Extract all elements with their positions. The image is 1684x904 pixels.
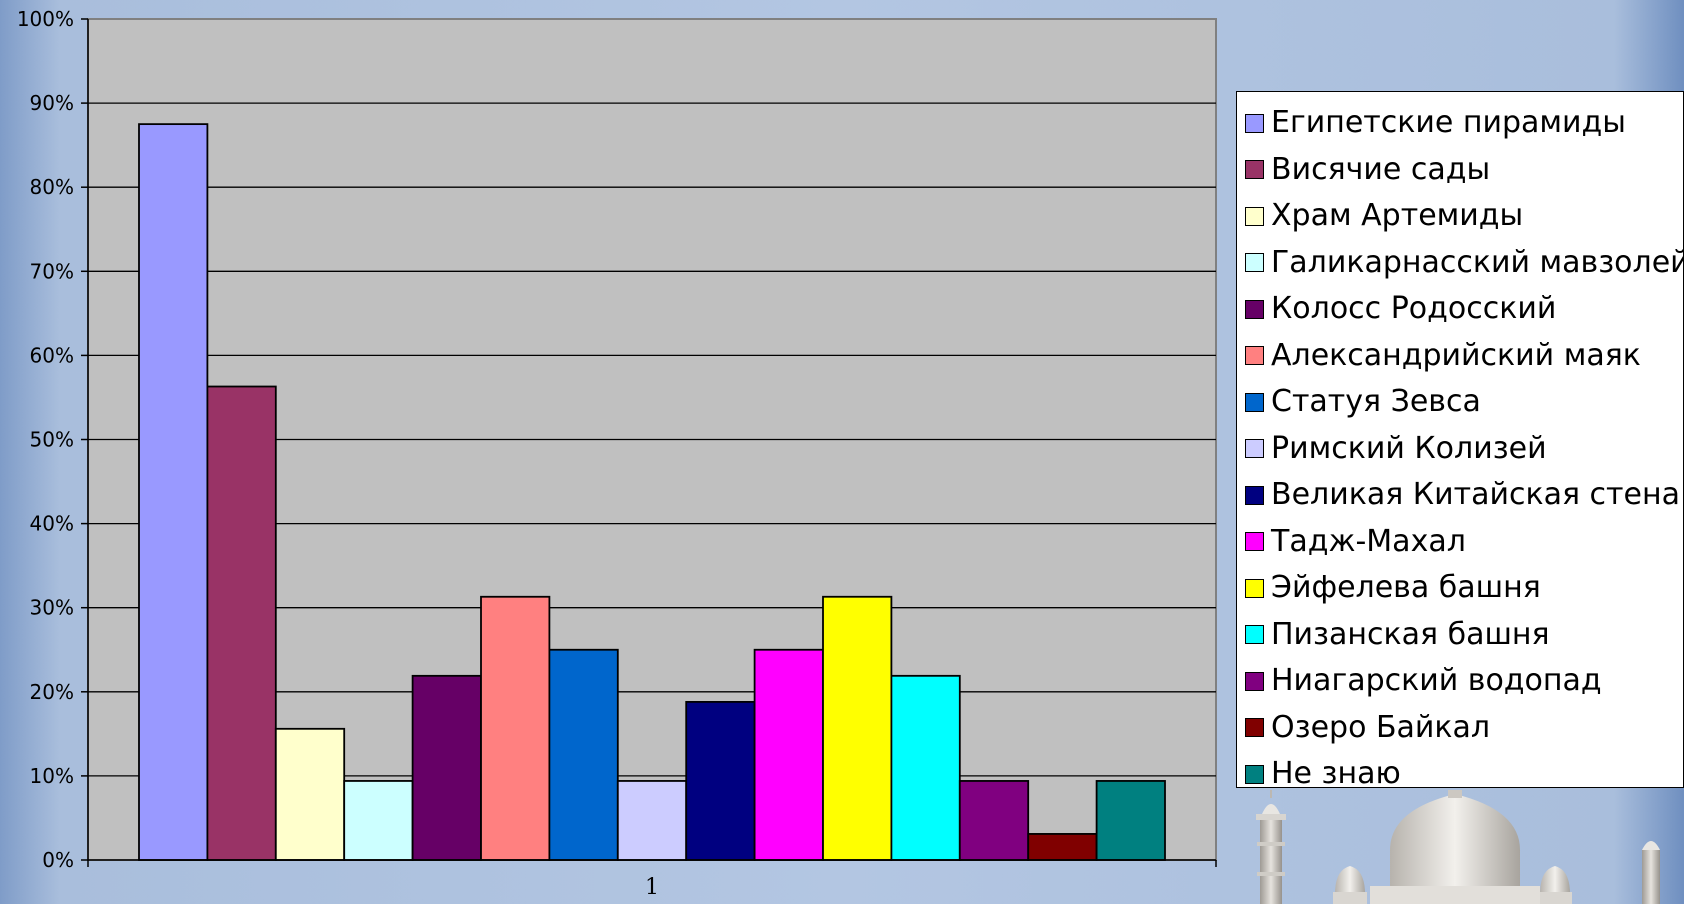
y-tick-label: 40% bbox=[30, 512, 74, 536]
legend-label: Висячие сады bbox=[1271, 151, 1491, 187]
y-tick-label: 80% bbox=[30, 175, 74, 199]
legend-item: Египетские пирамиды bbox=[1245, 100, 1683, 147]
legend-swatch bbox=[1245, 160, 1264, 180]
bar bbox=[822, 595, 893, 861]
y-tick-label: 20% bbox=[30, 680, 74, 704]
legend-item: Статуя Зевса bbox=[1245, 379, 1683, 426]
legend-label: Египетские пирамиды bbox=[1271, 105, 1626, 141]
bar bbox=[685, 700, 756, 861]
y-tick-label: 0% bbox=[42, 848, 74, 872]
legend-swatch bbox=[1245, 718, 1264, 738]
legend-item: Колосс Родосский bbox=[1245, 286, 1683, 333]
y-tick-label: 70% bbox=[30, 259, 74, 283]
legend-swatch bbox=[1245, 346, 1264, 366]
legend-item: Великая Китайская стена bbox=[1245, 472, 1683, 519]
bar bbox=[548, 648, 619, 861]
legend-swatch bbox=[1245, 299, 1264, 319]
legend-label: Не знаю bbox=[1271, 756, 1401, 792]
bar bbox=[958, 780, 1030, 861]
y-tick-label: 50% bbox=[30, 428, 74, 452]
legend-item: Не знаю bbox=[1245, 751, 1683, 798]
legend-label: Ниагарский водопад bbox=[1271, 663, 1602, 699]
x-tick-label: 1 bbox=[645, 875, 659, 900]
legend-label: Галикарнасский мавзолей bbox=[1271, 244, 1684, 280]
legend-swatch bbox=[1245, 625, 1264, 645]
bar bbox=[616, 780, 688, 861]
bar bbox=[1027, 833, 1098, 861]
legend-label: Римский Колизей bbox=[1271, 430, 1547, 466]
bar bbox=[480, 595, 551, 861]
legend-swatch bbox=[1245, 532, 1264, 552]
legend-item: Висячие сады bbox=[1245, 147, 1683, 194]
taj-mahal-image bbox=[1256, 790, 1660, 904]
y-tick-label: 60% bbox=[30, 343, 74, 367]
legend-item: Ниагарский водопад bbox=[1245, 658, 1683, 705]
y-tick-label: 10% bbox=[30, 764, 74, 788]
y-tick-label: 100% bbox=[17, 7, 74, 31]
legend-item: Александрийский маяк bbox=[1245, 333, 1683, 380]
bar bbox=[138, 123, 209, 861]
legend-label: Великая Китайская стена bbox=[1271, 477, 1680, 513]
legend-item: Галикарнасский мавзолей bbox=[1245, 240, 1684, 287]
legend-swatch bbox=[1245, 578, 1264, 598]
bars bbox=[138, 123, 1166, 861]
legend-item: Храм Артемиды bbox=[1245, 193, 1683, 240]
bar bbox=[890, 674, 961, 861]
legend-item: Пизанская башня bbox=[1245, 612, 1683, 659]
legend-item: Римский Колизей bbox=[1245, 426, 1683, 473]
bar bbox=[411, 674, 482, 861]
legend-swatch bbox=[1245, 485, 1264, 505]
legend-label: Пизанская башня bbox=[1271, 616, 1550, 652]
bar bbox=[274, 727, 346, 861]
legend-swatch bbox=[1245, 253, 1264, 273]
legend-item: Тадж-Махал bbox=[1245, 519, 1683, 566]
bar bbox=[1095, 780, 1166, 861]
legend-swatch bbox=[1245, 764, 1264, 784]
legend-item: Эйфелева башня bbox=[1245, 565, 1683, 612]
bar bbox=[753, 648, 824, 861]
y-tick-label: 90% bbox=[30, 91, 74, 115]
legend-label: Озеро Байкал bbox=[1271, 709, 1491, 745]
legend-swatch bbox=[1245, 206, 1264, 226]
legend-swatch bbox=[1245, 439, 1264, 459]
legend-label: Храм Артемиды bbox=[1271, 198, 1524, 234]
legend-label: Александрийский маяк bbox=[1271, 337, 1641, 373]
legend-swatch bbox=[1245, 671, 1264, 691]
bar bbox=[343, 780, 414, 861]
y-tick-label: 30% bbox=[30, 596, 74, 620]
legend-label: Тадж-Махал bbox=[1271, 523, 1466, 559]
y-tick-labels: 0% 10% 20% 30% 40% 50% 60% 70% 80% 90% 100% bbox=[17, 7, 74, 872]
legend-label: Колосс Родосский bbox=[1271, 291, 1557, 327]
axes bbox=[81, 18, 1217, 867]
legend-swatch bbox=[1245, 113, 1264, 133]
legend-swatch bbox=[1245, 392, 1264, 412]
legend-label: Эйфелева башня bbox=[1271, 570, 1541, 606]
legend-label: Статуя Зевса bbox=[1271, 384, 1481, 420]
bar bbox=[206, 385, 277, 861]
legend: Египетские пирамиды Висячие сады Храм Арте… bbox=[1236, 91, 1684, 789]
x-tick-labels: 1 bbox=[645, 875, 659, 900]
legend-item: Озеро Байкал bbox=[1245, 705, 1683, 752]
